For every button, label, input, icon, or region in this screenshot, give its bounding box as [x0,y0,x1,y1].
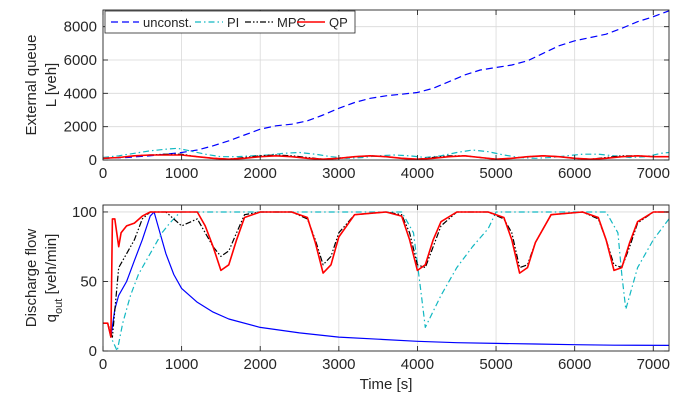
series-line-qp [103,211,669,338]
y-tick-label: 8000 [64,19,97,36]
x-tick-label: 0 [99,356,107,373]
x-tick-label: 7000 [637,165,670,182]
y-axis-label: qout [veh/min] [43,234,65,323]
plot-area [103,205,669,351]
discharge-panel: 0 1000 2000 3000 4000 5000 6000 7000 0 50 100 Disch… [23,204,670,393]
x-tick-label: 7000 [637,356,670,373]
y-tick-label: 0 [89,343,97,360]
x-tick-label: 4000 [401,165,434,182]
axes-box [102,204,670,352]
x-tick-label: 2000 [244,356,277,373]
legend-label: QP [329,15,348,30]
queue-panel: 0 1000 2000 3000 4000 5000 6000 7000 0 2000 4000 60… [23,9,670,182]
x-axis-label: Time [s] [360,376,413,393]
x-tick-label: 1000 [165,356,198,373]
y-tick-label: 2000 [64,119,97,136]
y-axis-label: Discharge flow [23,229,40,328]
y-tick-label: 4000 [64,85,97,102]
x-tick-label: 2000 [244,165,277,182]
axes-box [102,9,670,161]
y-tick-label: 100 [72,204,97,221]
legend-box [104,10,356,34]
legend: unconst. PI MPC QP [104,10,356,34]
x-tick-label: 3000 [322,356,355,373]
x-tick-label: 4000 [401,356,434,373]
y-tick-label: 0 [89,152,97,169]
series-group [103,211,669,351]
series-line-unconst [103,10,669,159]
x-tick-label: 1000 [165,165,198,182]
legend-label: PI [227,15,239,30]
x-tick-label: 6000 [558,165,591,182]
x-tick-label: 3000 [322,165,355,182]
y-tick-label: 6000 [64,52,97,69]
legend-label: unconst. [143,15,192,30]
x-tick-label: 0 [99,165,107,182]
x-tick-label: 5000 [479,165,512,182]
y-tick-label: 50 [80,273,97,290]
series-line-unconst [103,211,669,346]
y-axis-label: External queue [23,35,40,136]
legend-label: MPC [277,15,306,30]
series-line-pi [103,211,669,351]
y-axis-label: L [veh] [43,63,60,107]
x-tick-label: 5000 [479,356,512,373]
x-tick-label: 6000 [558,356,591,373]
series-line-pi [103,147,669,159]
